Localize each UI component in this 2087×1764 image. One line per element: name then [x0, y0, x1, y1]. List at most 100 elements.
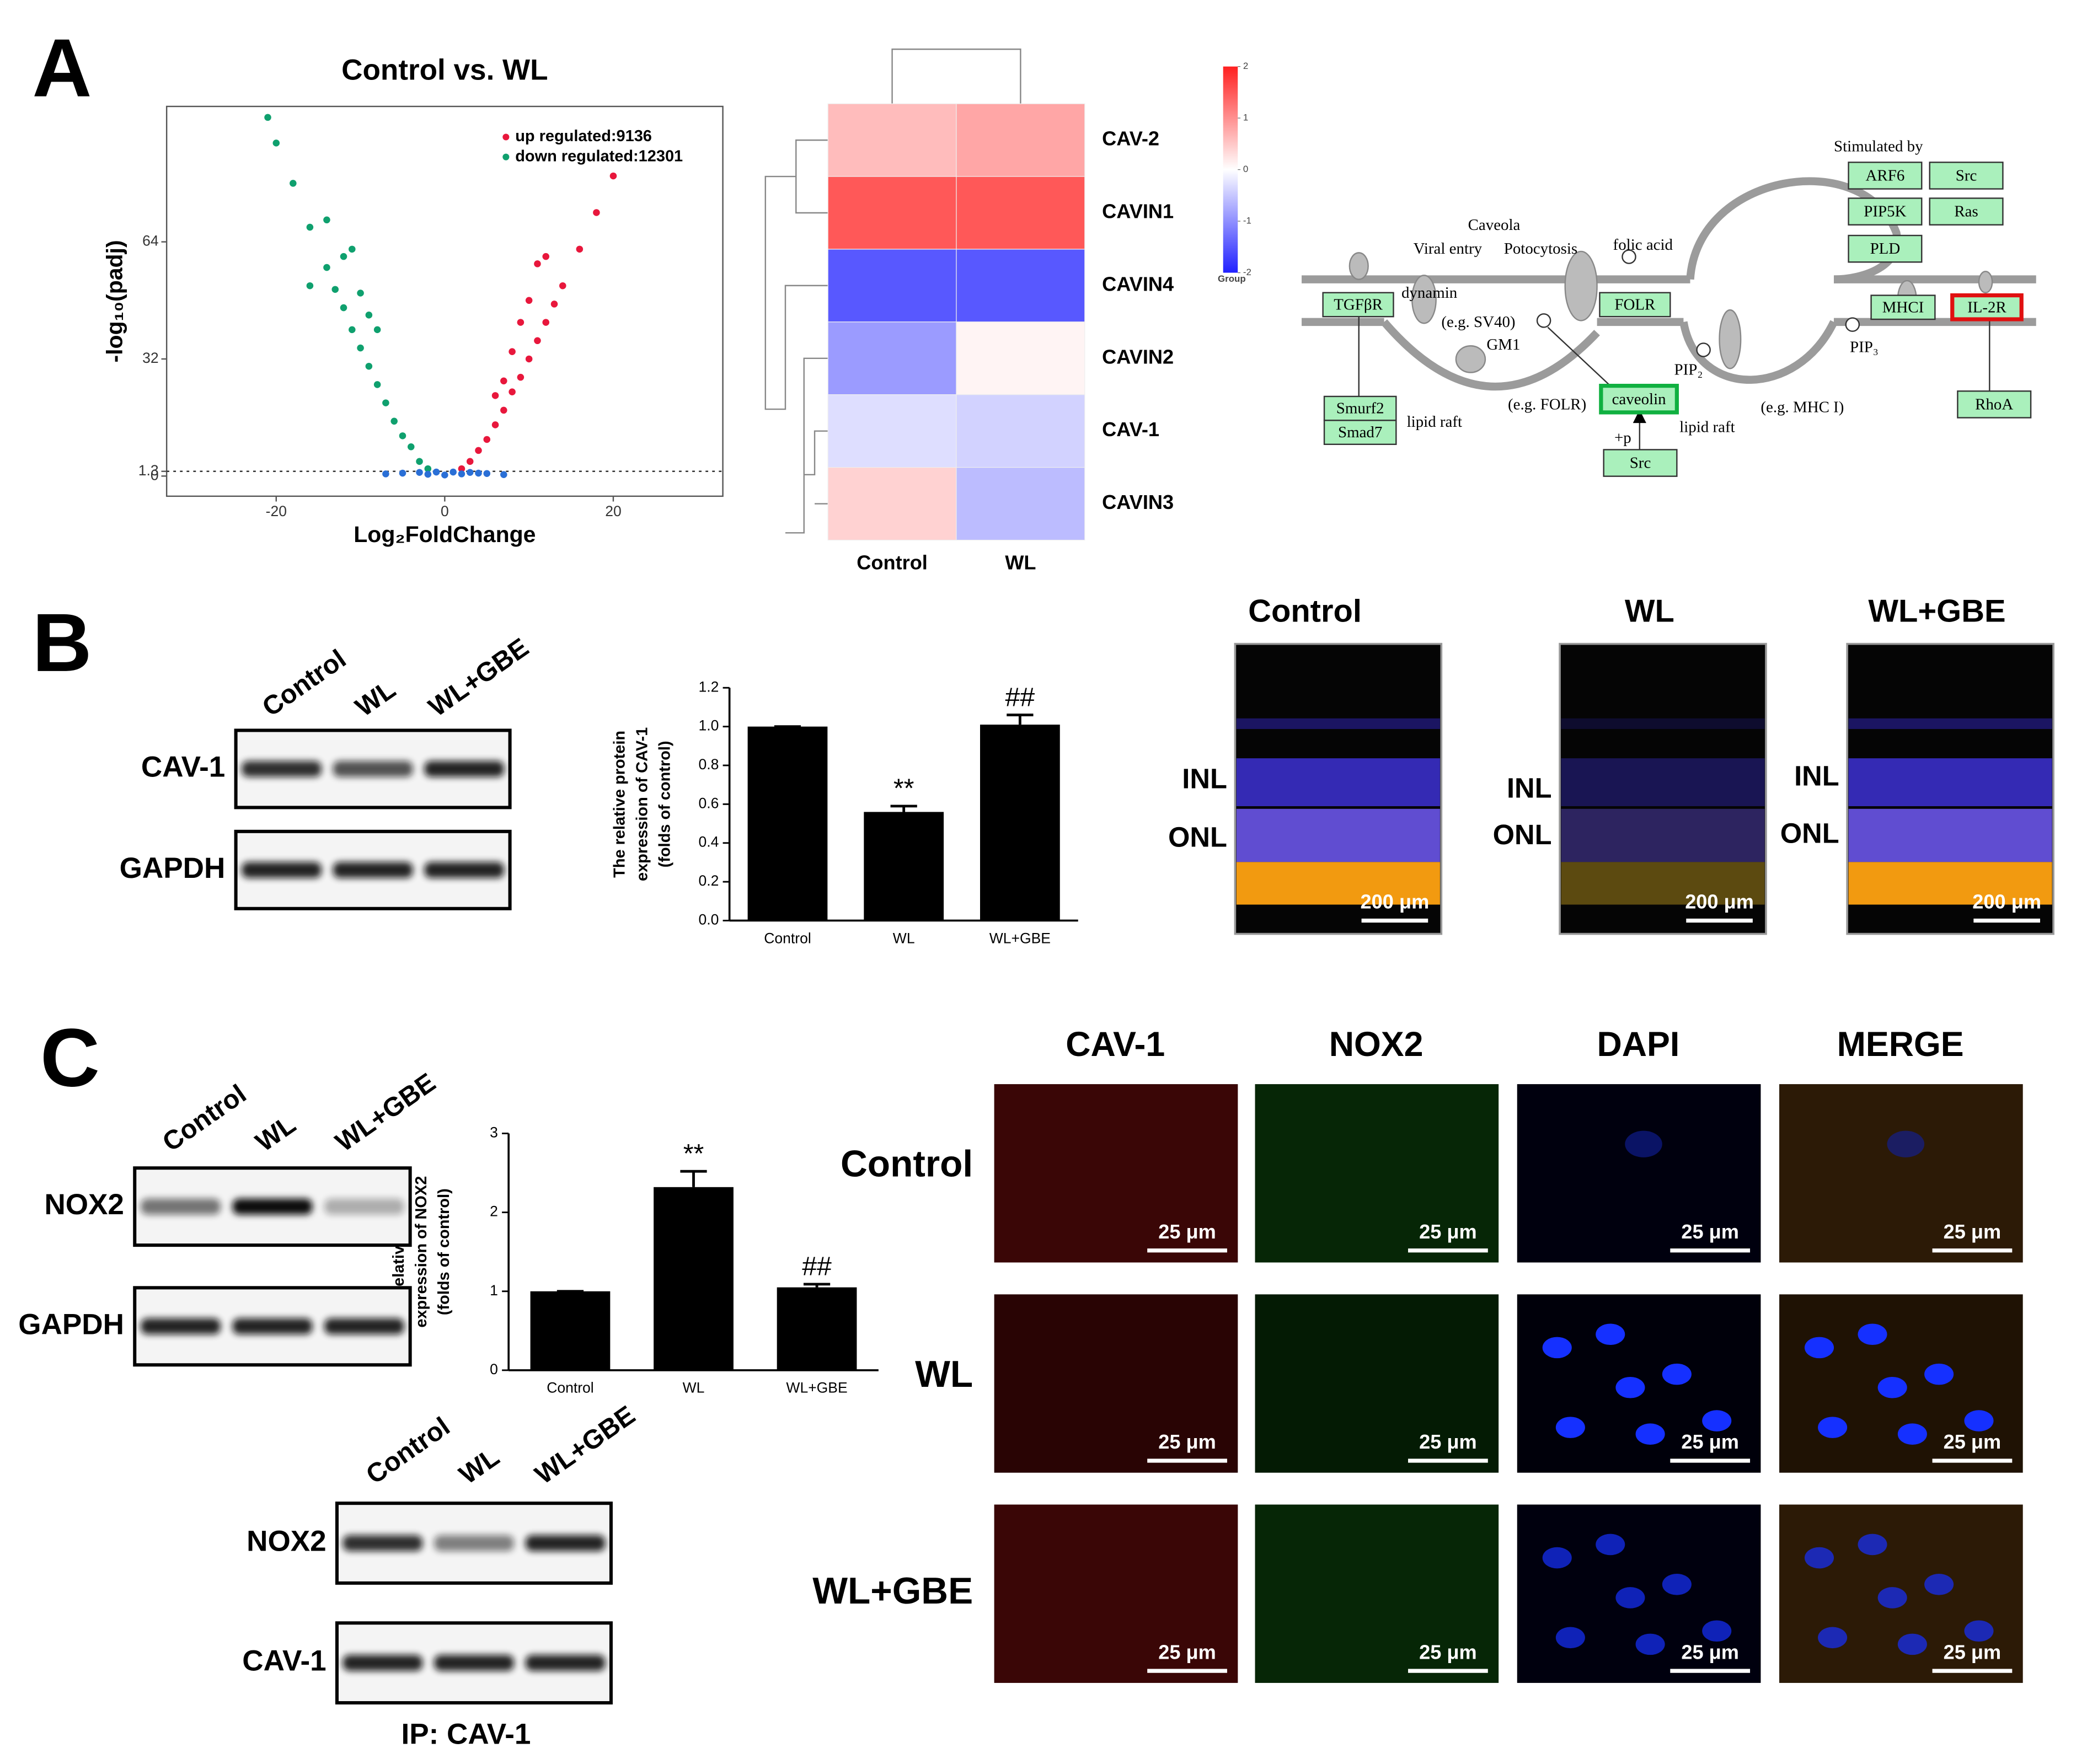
- colorbar: [1223, 66, 1238, 273]
- pathway-box: [1599, 384, 1679, 415]
- point: [382, 470, 389, 478]
- layer-band: [1236, 758, 1440, 806]
- error-bar: [680, 1170, 707, 1187]
- point: [458, 470, 465, 478]
- scale-bar-label: 25 μm: [1681, 1220, 1739, 1243]
- pathway-box-label: TGFβR: [1334, 296, 1383, 314]
- pathway-box-label: Smurf2: [1336, 400, 1384, 417]
- point: [609, 172, 617, 180]
- x-tick-label: -20: [266, 503, 287, 519]
- dendrogram: [891, 49, 1021, 104]
- x-tick-label: Control: [764, 930, 811, 946]
- heatmap-cell: [827, 249, 957, 323]
- nucleus: [1858, 1534, 1887, 1556]
- significance-label: **: [683, 1139, 704, 1168]
- nucleus: [1635, 1423, 1665, 1445]
- group-title: WL: [1625, 593, 1674, 629]
- scale-bar-label: 25 μm: [1158, 1220, 1216, 1243]
- stain: [1517, 1084, 1761, 1263]
- bar: [530, 1291, 611, 1370]
- point: [416, 458, 423, 465]
- blot-band: [434, 1535, 514, 1551]
- pathway-box: [1870, 294, 1936, 320]
- panel-label: A: [32, 22, 92, 114]
- channel-title: CAV-1: [1066, 1025, 1165, 1064]
- point: [382, 399, 389, 406]
- blot-band: [232, 1318, 313, 1334]
- x-tick-label: WL: [683, 1380, 705, 1396]
- blot-band: [343, 1535, 423, 1551]
- point: [517, 319, 525, 326]
- layer-label: ONL: [1168, 822, 1227, 853]
- y-tick-label: 64: [142, 233, 159, 249]
- nucleus: [1804, 1337, 1834, 1359]
- point: [432, 468, 440, 476]
- x-axis-label: Log₂FoldChange: [354, 522, 536, 547]
- point: [365, 312, 373, 319]
- heatmap-cell: [956, 176, 1085, 250]
- y-axis-label: The relative protein: [611, 731, 628, 878]
- nucleus: [1662, 1574, 1692, 1595]
- pathway-box-label: FOLR: [1614, 296, 1656, 314]
- bar: [777, 1287, 857, 1370]
- significance-label: ##: [1005, 682, 1035, 712]
- pathway-box-label: Smad7: [1338, 423, 1382, 441]
- pathway-text: Potocytosis: [1504, 240, 1577, 258]
- lane-label: WL: [250, 1109, 301, 1157]
- group-label: WL: [915, 1354, 973, 1395]
- legend-swatch: [502, 153, 510, 160]
- point: [525, 355, 533, 363]
- blot-band: [525, 1655, 606, 1671]
- nucleus: [1897, 1633, 1927, 1655]
- scale-bar-label: 200 μm: [1972, 891, 2041, 913]
- point: [466, 458, 474, 465]
- y-tick-label: 32: [142, 350, 159, 366]
- scale-bar-label: 25 μm: [1419, 1640, 1477, 1663]
- pathway-text: GM1: [1486, 336, 1520, 353]
- nucleus: [1596, 1534, 1625, 1556]
- lane-label: Control: [257, 644, 351, 723]
- stain: [994, 1084, 1238, 1263]
- y-tick-label: 0: [151, 467, 159, 483]
- blot-row-label: CAV-1: [242, 1645, 326, 1677]
- lane-label: WL: [350, 674, 401, 722]
- column-label: WL: [1005, 551, 1036, 573]
- y-tick-label: 0.8: [698, 756, 719, 773]
- section-image: [1559, 642, 1767, 935]
- point: [306, 223, 314, 231]
- heatmap-cell: [956, 321, 1085, 395]
- pathway-box: [1603, 449, 1678, 477]
- point: [373, 326, 381, 334]
- arrowhead: [1633, 410, 1646, 423]
- protein-shape: [1348, 252, 1369, 280]
- point: [365, 362, 373, 370]
- scale-bar-label: 25 μm: [1681, 1430, 1739, 1453]
- layer-label: ONL: [1780, 817, 1839, 849]
- channel-title: MERGE: [1837, 1025, 1964, 1064]
- heatmap-cell: [956, 249, 1085, 323]
- protein-shape: [1978, 270, 1993, 293]
- membrane: [1381, 319, 1600, 391]
- scale-bar-label: 200 μm: [1685, 891, 1754, 913]
- colorbar-label: -2: [1243, 267, 1251, 277]
- pathway-text: (e.g. MHC I): [1760, 398, 1844, 416]
- blot-band: [141, 1198, 221, 1215]
- y-tick-label: 0.4: [698, 834, 719, 850]
- point: [491, 421, 499, 428]
- heatmap-cell: [956, 103, 1085, 177]
- panel-label: B: [32, 597, 92, 689]
- blot-band: [525, 1535, 606, 1551]
- significance-label: ##: [802, 1252, 832, 1282]
- point: [491, 392, 499, 399]
- protein-shape: [1564, 250, 1598, 321]
- protein-shape: [1455, 345, 1486, 373]
- row-label: CAVIN4: [1102, 272, 1174, 295]
- y-axis-label: (folds of control): [656, 741, 673, 867]
- point: [534, 260, 541, 267]
- colorbar-label: -1: [1243, 216, 1251, 226]
- pathway-box-label: RhoA: [1975, 395, 2013, 413]
- point: [424, 465, 432, 473]
- lane-label: Control: [361, 1412, 455, 1490]
- point: [407, 443, 415, 451]
